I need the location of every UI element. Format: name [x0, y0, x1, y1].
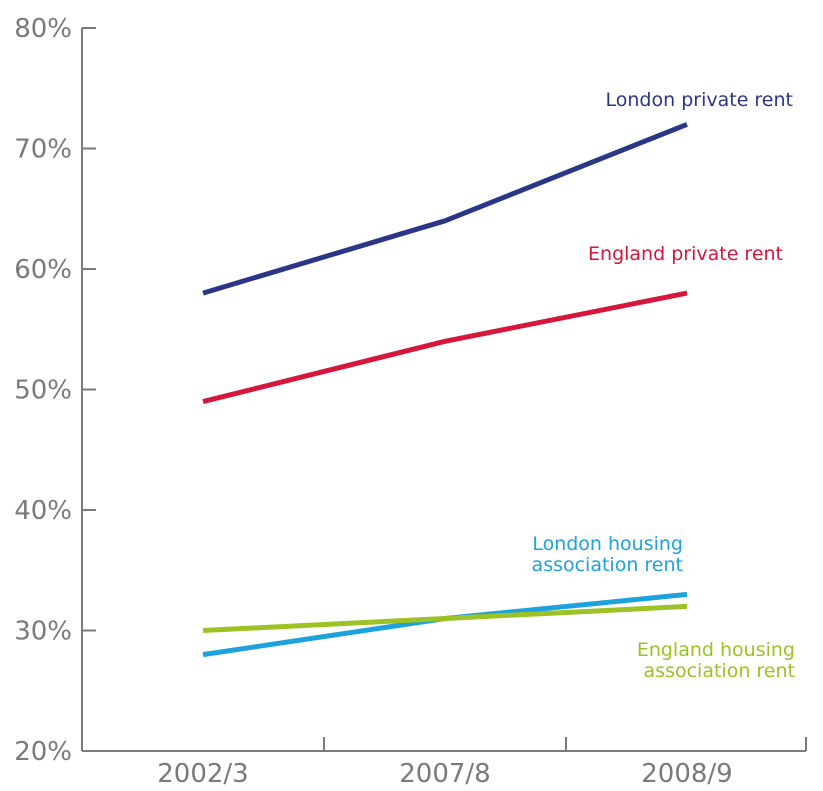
y-tick-label: 80%	[14, 14, 72, 44]
series-line-1	[202, 122, 688, 296]
y-tick-label: 40%	[14, 496, 72, 526]
series-labels: London private rent England private rent L…	[532, 89, 795, 682]
series-label-3: London housing	[532, 533, 683, 555]
y-axis-ticks: 20% 30% 40% 50% 60% 70% 80%	[14, 14, 96, 767]
x-axis-ticks: 2002/3 2007/8 2008/9	[157, 737, 807, 789]
series-label-4: association rent	[644, 660, 795, 682]
series-line-4	[202, 603, 688, 633]
x-tick-label: 2008/9	[641, 759, 732, 789]
series-label-2: England private rent	[588, 243, 783, 265]
y-tick-label: 70%	[14, 135, 72, 165]
y-tick-label: 50%	[14, 376, 72, 406]
y-tick-label: 60%	[14, 255, 72, 285]
series-label-3: association rent	[532, 554, 683, 576]
y-tick-label: 30%	[14, 617, 72, 647]
x-tick-label: 2002/3	[157, 759, 248, 789]
series-label-4: England housing	[637, 639, 795, 661]
y-tick-label: 20%	[14, 737, 72, 767]
series-line-2	[202, 290, 688, 405]
series-lines	[202, 122, 688, 658]
series-label-1: London private rent	[606, 89, 793, 111]
x-tick-label: 2007/8	[399, 759, 490, 789]
